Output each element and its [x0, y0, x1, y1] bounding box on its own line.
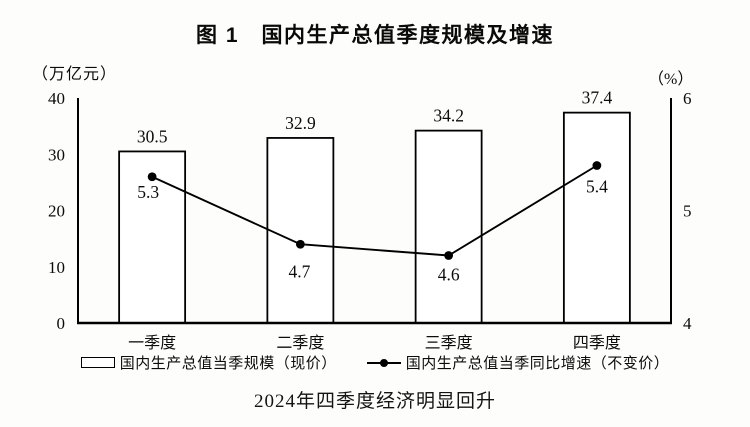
legend-item-bar-series: 国内生产总值当季规模（现价） — [80, 352, 337, 373]
legend-item-line-series: 国内生产总值当季同比增速（不变价） — [366, 352, 670, 373]
right-axis-tick-label: 4 — [683, 314, 692, 333]
legend-label-bar-series: 国内生产总值当季规模（现价） — [119, 356, 337, 372]
line-value-label: 5.3 — [137, 182, 159, 202]
figure-caption: 2024年四季度经济明显回升 — [253, 391, 496, 412]
left-axis-tick-label: 0 — [57, 314, 66, 333]
left-axis-tick-label: 20 — [48, 202, 65, 221]
right-axis-tick-label: 5 — [683, 202, 692, 221]
right-axis-unit-label: （%） — [648, 71, 694, 88]
bar-四季度 — [562, 111, 631, 324]
bar-value-label: 32.9 — [285, 113, 316, 133]
data-point-二季度 — [295, 239, 305, 249]
data-point-一季度 — [147, 172, 157, 182]
x-axis-label-三季度: 三季度 — [425, 334, 473, 352]
line-value-label: 5.4 — [586, 177, 608, 197]
line-marker-icon — [366, 358, 401, 368]
data-point-四季度 — [592, 161, 602, 170]
chart-title: 图 1 国内生产总值季度规模及增速 — [195, 24, 554, 47]
bar-三季度 — [414, 129, 483, 324]
x-axis-label-四季度: 四季度 — [573, 334, 621, 352]
bar-swatch-icon — [80, 357, 115, 368]
bar-value-label: 34.2 — [433, 106, 464, 126]
line-marker-dot — [379, 358, 388, 367]
line-value-label: 4.7 — [288, 261, 310, 281]
bar-value-label: 30.5 — [137, 126, 168, 146]
x-axis-label-一季度: 一季度 — [128, 334, 176, 352]
left-axis-tick-label: 40 — [48, 89, 65, 108]
legend-label-line-series: 国内生产总值当季同比增速（不变价） — [405, 356, 670, 372]
left-axis-unit-label: （万亿元） — [32, 66, 118, 83]
left-axis-tick-label: 10 — [48, 258, 65, 277]
growth-line — [151, 164, 598, 257]
line-value-label: 4.6 — [438, 265, 460, 285]
x-axis-label-二季度: 二季度 — [276, 334, 324, 352]
bar-value-label: 37.4 — [582, 88, 613, 108]
left-axis-tick-label: 30 — [48, 145, 65, 164]
data-point-三季度 — [444, 251, 454, 260]
bar-二季度 — [266, 137, 335, 324]
chart-legend: 国内生产总值当季规模（现价） 国内生产总值当季同比增速（不变价） — [0, 352, 750, 373]
right-axis-tick-label: 6 — [683, 89, 692, 108]
